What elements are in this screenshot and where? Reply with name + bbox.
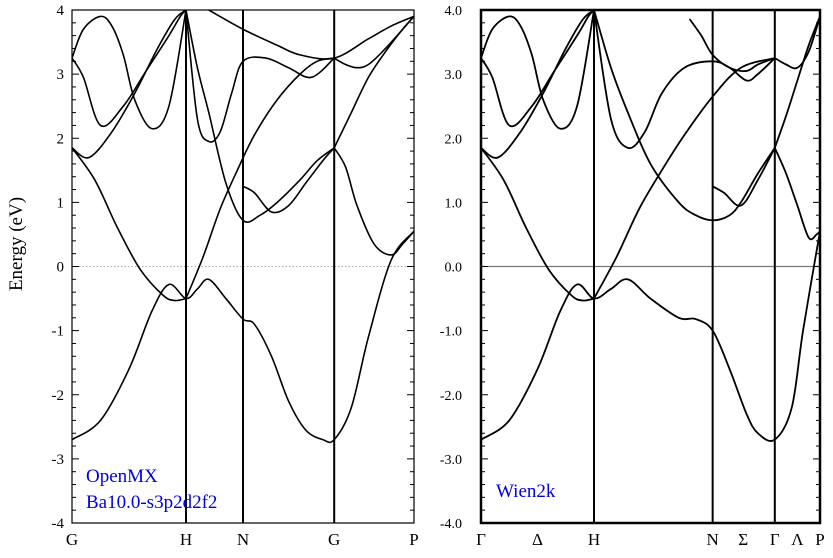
wien2k-annotation-label: Wien2k: [496, 481, 556, 502]
openmx-band-8: [185, 10, 335, 223]
wien2k-kpoint-label: N: [707, 530, 719, 549]
wien2k-band-6: [481, 10, 595, 130]
wien2k-y-tick-label: 1.0: [445, 196, 463, 211]
openmx-y-tick-label: 1: [57, 195, 65, 211]
openmx-y-tick-label: 3: [57, 67, 65, 83]
wien2k-kpoint-label: Γ: [476, 530, 486, 549]
wien2k-band-3: [593, 57, 776, 300]
wien2k-band-8: [593, 10, 776, 222]
openmx-band-9: [242, 147, 335, 214]
wien2k-kpoint-label: H: [588, 530, 600, 549]
wien2k-path-segment-label: Λ: [791, 530, 804, 549]
openmx-band-10: [333, 147, 414, 256]
openmx-band-13: [208, 10, 414, 60]
openmx-band-1: [72, 230, 414, 444]
wien2k-band-5: [481, 10, 595, 128]
wien2k-y-tick-label: 4.0: [445, 4, 463, 19]
wien2k-y-tick-label: -4.0: [440, 517, 462, 532]
openmx-band-12: [333, 15, 414, 69]
openmx-y-tick-label: -4: [52, 516, 65, 532]
openmx-annotation-label: OpenMX: [86, 466, 158, 487]
openmx-band-6: [72, 10, 187, 130]
wien2k-y-tick-label: 3.0: [445, 68, 463, 83]
openmx-band-3: [185, 57, 335, 300]
openmx-kpoint-label: P: [409, 530, 418, 549]
openmx-y-tick-label: 4: [57, 3, 65, 19]
wien2k-kpoint-label: Γ: [770, 530, 780, 549]
openmx-y-tick-label: -2: [52, 388, 65, 404]
wien2k-y-tick-label: -3.0: [440, 453, 462, 468]
openmx-y-tick-label: 0: [57, 260, 65, 276]
wien2k-band-9: [711, 146, 776, 207]
openmx-band-4: [72, 10, 187, 159]
openmx-kpoint-label: G: [328, 530, 340, 549]
wien2k-band-11: [773, 15, 820, 149]
openmx-kpoint-label: H: [180, 530, 192, 549]
wien2k-path-segment-label: Δ: [532, 530, 543, 549]
openmx-kpoint-label: G: [66, 530, 78, 549]
wien2k-band-4: [481, 10, 595, 159]
openmx-annotation-label: Ba10.0-s3p2d2f2: [86, 492, 217, 513]
wien2k-y-tick-label: 0.0: [445, 261, 463, 276]
openmx-y-tick-label: 2: [57, 131, 65, 147]
wien2k-band-1: [481, 230, 820, 442]
y-axis-label: Energy (eV): [6, 197, 27, 291]
wien2k-band-13: [689, 18, 776, 72]
wien2k-band-7: [593, 10, 776, 150]
wien2k-path-segment-label: Σ: [738, 530, 748, 549]
chart-panel-wien2k: -4.0 -3.0 -2.0 -1.0 0.0 1.0 2.0 3.0 4.0 Γ H N Γ P Δ Σ Λ W…: [440, 4, 825, 549]
openmx-kpoint-label: N: [237, 530, 249, 549]
wien2k-kpoint-label: P: [815, 530, 824, 549]
wien2k-y-tick-label: 2.0: [445, 132, 463, 147]
openmx-band-5: [72, 10, 187, 128]
openmx-band-7: [185, 10, 335, 143]
openmx-y-tick-label: -1: [52, 324, 65, 340]
wien2k-band-10: [773, 146, 820, 241]
wien2k-y-tick-label: -1.0: [440, 325, 462, 340]
wien2k-band-2: [481, 146, 595, 302]
chart-panel-openmx: -4 -3 -2 -1 0 1 2 3 4 G H N G P OpenMX Ba10.0-s3p2d2f2: [52, 3, 419, 549]
wien2k-band-12: [773, 15, 820, 70]
openmx-band-2: [72, 147, 187, 302]
openmx-y-tick-label: -3: [52, 452, 65, 468]
wien2k-y-tick-label: -2.0: [440, 389, 462, 404]
